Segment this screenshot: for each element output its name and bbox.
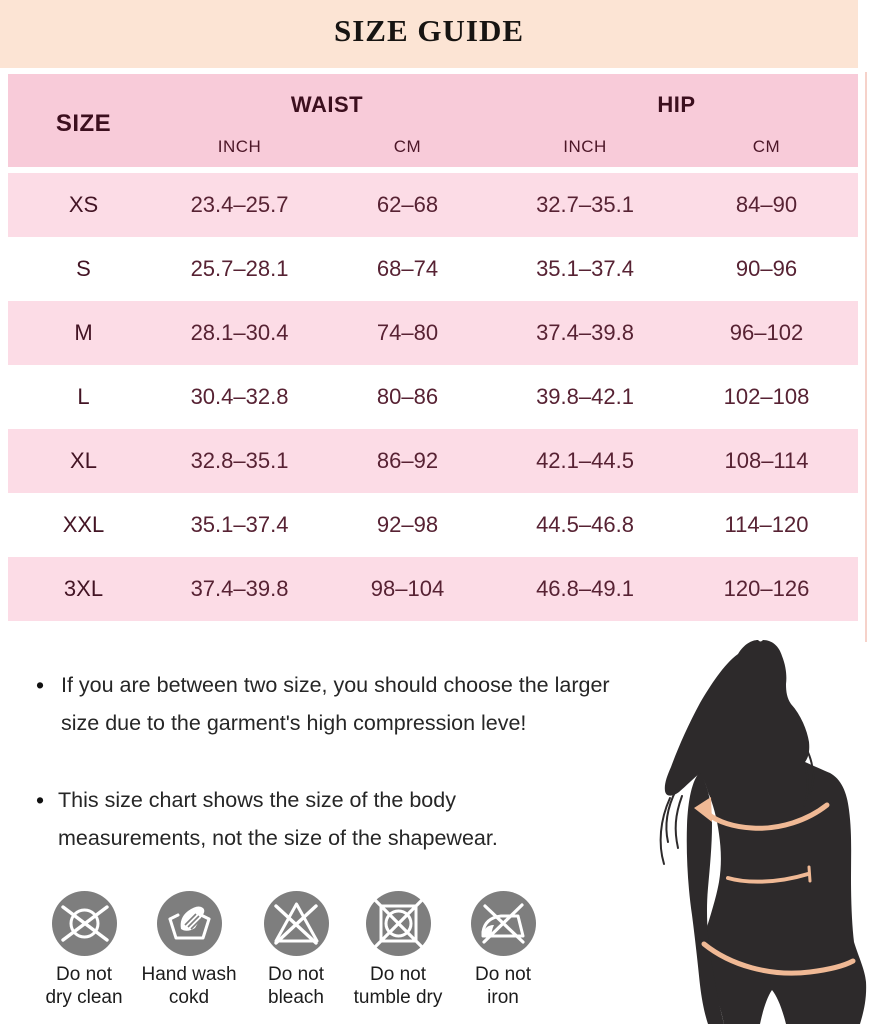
cell-waist-inch: 23.4–25.7 xyxy=(190,192,289,217)
cell-waist-cm: 62–68 xyxy=(376,192,439,217)
cell-size: XL xyxy=(70,448,97,473)
cell-size: 3XL xyxy=(63,576,104,601)
size-table: SIZE WAIST HIP INCH CM INCH CM XS 23.4–2… xyxy=(8,74,858,621)
measurement-arcs xyxy=(694,797,856,976)
cell-waist-cm: 80–86 xyxy=(376,384,439,409)
care-label: Do not xyxy=(268,964,324,985)
page-edge-line xyxy=(865,72,867,642)
cell-size: XXL xyxy=(62,512,105,537)
cell-hip-inch: 46.8–49.1 xyxy=(536,576,634,601)
do-not-dry-clean-icon xyxy=(51,891,117,956)
cell-hip-cm: 96–102 xyxy=(729,320,804,345)
cell-hip-inch: 35.1–37.4 xyxy=(536,256,634,281)
care-item-do-not-iron: Do not iron xyxy=(447,891,559,1009)
cell-size: L xyxy=(77,384,90,409)
cell-hip-inch: 44.5–46.8 xyxy=(536,512,634,537)
cell-hip-inch: 42.1–44.5 xyxy=(536,448,634,473)
care-label: bleach xyxy=(268,987,324,1008)
subheader-hip-cm: CM xyxy=(752,136,781,156)
cell-waist-cm: 92–98 xyxy=(376,512,439,537)
column-group-hip: HIP xyxy=(657,92,696,117)
female-back-silhouette xyxy=(620,620,870,1024)
cell-size: M xyxy=(74,320,93,345)
care-item-do-not-tumble-dry: Do not tumble dry xyxy=(342,891,454,1009)
note-line: If you are between two size, you should … xyxy=(61,673,610,697)
note-between-sizes: • If you are between two size, you shoul… xyxy=(36,666,636,742)
care-label: Do not xyxy=(56,964,112,985)
table-row: XXL 35.1–37.4 92–98 44.5–46.8 114–120 xyxy=(8,493,858,557)
care-item-do-not-bleach: Do not bleach xyxy=(240,891,352,1009)
cell-hip-cm: 90–96 xyxy=(735,256,798,281)
note-line: measurements, not the size of the shapew… xyxy=(58,826,498,850)
subheader-hip-inch: INCH xyxy=(563,136,607,156)
note-line: size due to the garment's high compressi… xyxy=(61,711,527,735)
cell-waist-inch: 28.1–30.4 xyxy=(190,320,289,345)
cell-hip-cm: 120–126 xyxy=(723,576,810,601)
table-row: 3XL 37.4–39.8 98–104 46.8–49.1 120–126 xyxy=(8,557,858,621)
cell-waist-inch: 35.1–37.4 xyxy=(190,512,289,537)
care-label: tumble dry xyxy=(353,987,443,1008)
cell-hip-cm: 114–120 xyxy=(724,512,809,537)
table-row: S 25.7–28.1 68–74 35.1–37.4 90–96 xyxy=(8,237,858,301)
subheader-waist-cm: CM xyxy=(393,136,422,156)
title-band: SIZE GUIDE xyxy=(0,0,858,68)
cell-waist-inch: 25.7–28.1 xyxy=(190,256,289,281)
cell-waist-cm: 86–92 xyxy=(376,448,439,473)
notes-section: • If you are between two size, you shoul… xyxy=(36,666,636,857)
bullet-icon: • xyxy=(36,787,45,813)
column-header-size: SIZE xyxy=(55,109,112,137)
care-instructions: Do not dry clean Hand wash cokd xyxy=(0,891,620,1021)
cell-waist-cm: 98–104 xyxy=(370,576,445,601)
subheader-waist-inch: INCH xyxy=(217,136,262,156)
care-item-hand-wash: Hand wash cokd xyxy=(133,891,245,1009)
table-row: XS 23.4–25.7 62–68 32.7–35.1 84–90 xyxy=(8,173,858,237)
care-label: Do not xyxy=(370,964,426,985)
care-label: Hand wash xyxy=(141,964,237,985)
do-not-tumble-dry-icon xyxy=(365,891,431,956)
cell-hip-cm: 108–114 xyxy=(724,448,809,473)
note-body-measurements: • This size chart shows the size of the … xyxy=(36,781,636,857)
table-row: L 30.4–32.8 80–86 39.8–42.1 102–108 xyxy=(8,365,858,429)
cell-hip-inch: 37.4–39.8 xyxy=(536,320,634,345)
cell-waist-inch: 37.4–39.8 xyxy=(190,576,289,601)
cell-hip-inch: 39.8–42.1 xyxy=(536,384,634,409)
do-not-bleach-icon xyxy=(263,891,329,956)
cell-waist-cm: 74–80 xyxy=(376,320,439,345)
bullet-icon: • xyxy=(36,672,45,698)
cell-hip-cm: 102–108 xyxy=(723,384,810,409)
cell-hip-inch: 32.7–35.1 xyxy=(536,192,634,217)
cell-size: XS xyxy=(68,192,99,217)
cell-waist-inch: 30.4–32.8 xyxy=(190,384,289,409)
care-label: cokd xyxy=(168,987,210,1008)
do-not-iron-icon xyxy=(470,891,536,956)
care-label: iron xyxy=(487,987,519,1008)
hand-wash-icon xyxy=(156,891,222,956)
cell-waist-cm: 68–74 xyxy=(376,256,439,281)
cell-size: S xyxy=(76,256,91,281)
page-title: SIZE GUIDE xyxy=(333,13,525,48)
care-label: dry clean xyxy=(45,987,123,1008)
note-line: This size chart shows the size of the bo… xyxy=(58,788,456,812)
table-row: M 28.1–30.4 74–80 37.4–39.8 96–102 xyxy=(8,301,858,365)
care-item-do-not-dry-clean: Do not dry clean xyxy=(28,891,140,1009)
care-label: Do not xyxy=(475,964,531,985)
column-group-waist: WAIST xyxy=(290,92,364,117)
cell-waist-inch: 32.8–35.1 xyxy=(190,448,289,473)
table-row: XL 32.8–35.1 86–92 42.1–44.5 108–114 xyxy=(8,429,858,493)
table-header: SIZE WAIST HIP INCH CM INCH CM xyxy=(8,74,858,167)
cell-hip-cm: 84–90 xyxy=(735,192,798,217)
